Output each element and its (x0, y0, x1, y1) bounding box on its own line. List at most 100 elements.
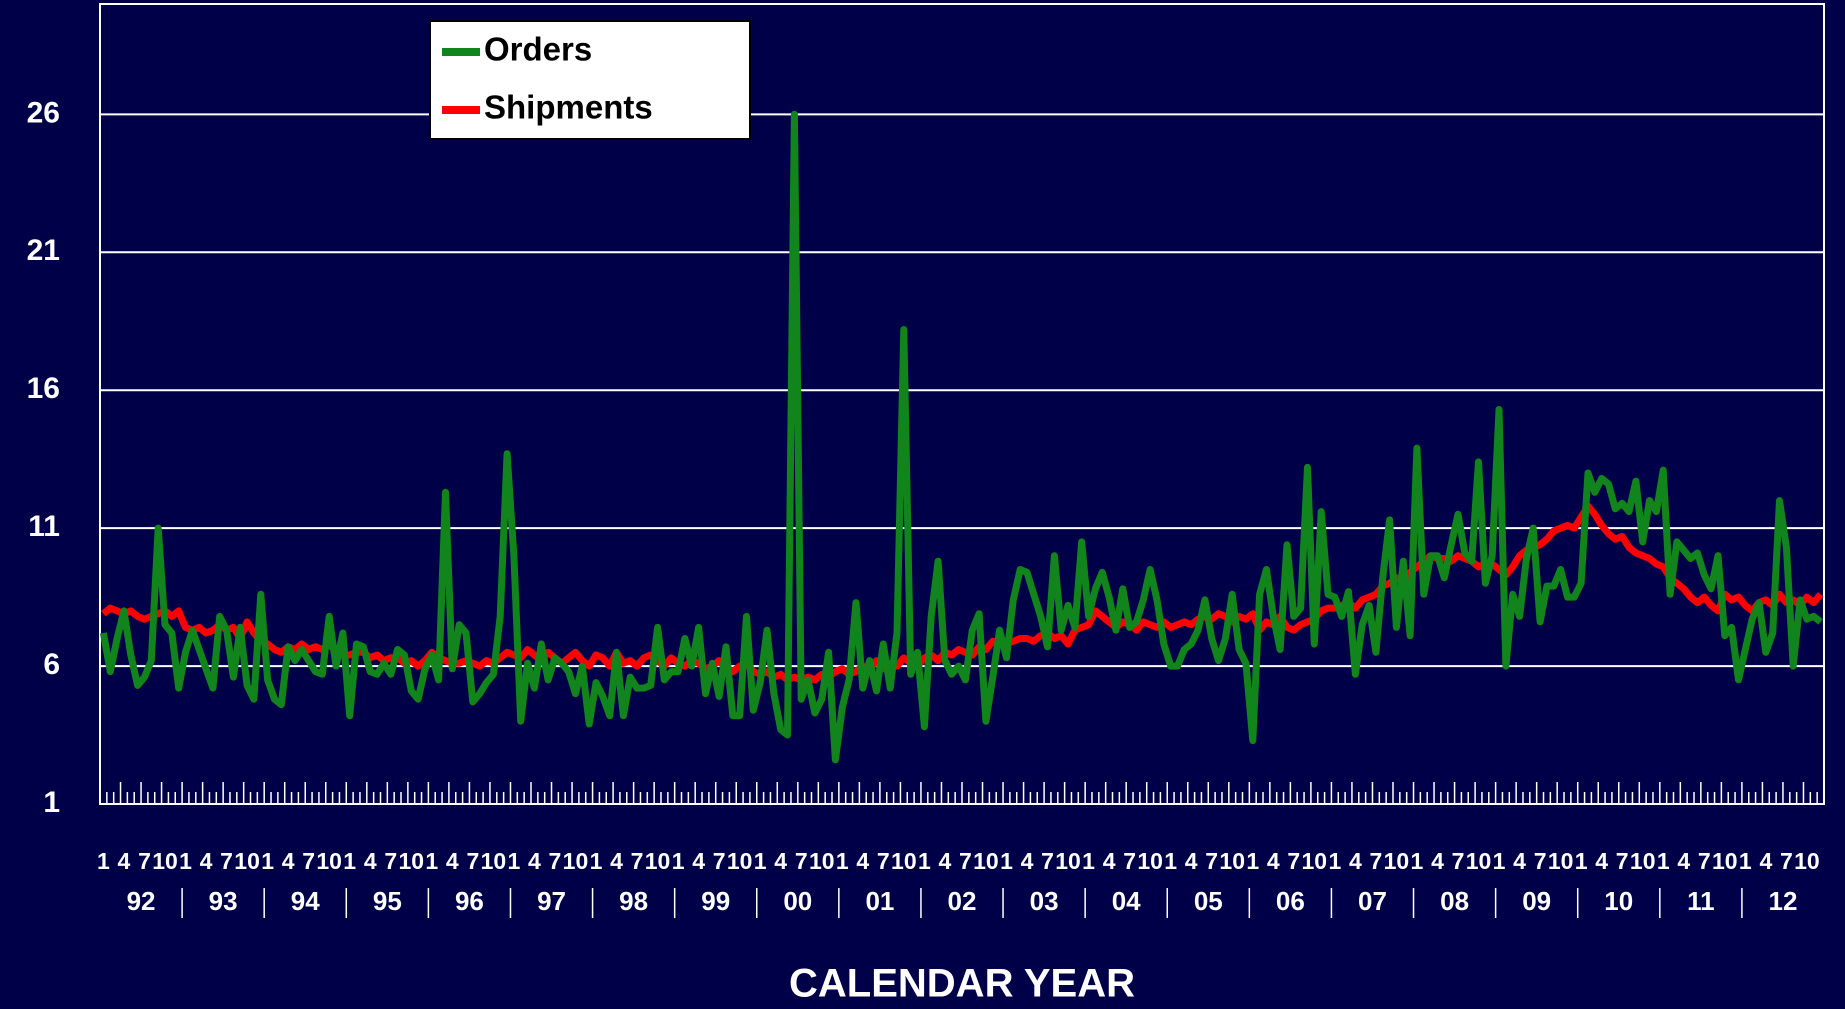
x-tick-label: 10 (1630, 848, 1656, 874)
x-tick-label: 1 (590, 848, 603, 874)
x-tick-label: 1 (918, 848, 931, 874)
x-tick-label: 4 (1021, 848, 1034, 874)
x-tick-label: 7 (713, 848, 726, 874)
year-label: 06 (1276, 886, 1305, 916)
x-tick-label: 4 (692, 848, 705, 874)
x-tick-label: 7 (1534, 848, 1547, 874)
x-tick-label: 1 (1000, 848, 1013, 874)
x-tick-label: 10 (1466, 848, 1492, 874)
x-tick-label: 4 (1103, 848, 1116, 874)
year-label: 99 (701, 886, 730, 916)
x-tick-label: 7 (959, 848, 972, 874)
x-tick-label: 7 (384, 848, 397, 874)
x-tick-label: 1 (1657, 848, 1670, 874)
x-tick-label: 4 (610, 848, 623, 874)
x-tick-label: 4 (282, 848, 295, 874)
x-tick-label: 10 (316, 848, 342, 874)
x-tick-label: 1 (1575, 848, 1588, 874)
year-label: 10 (1604, 886, 1633, 916)
x-tick-label: 7 (549, 848, 562, 874)
legend-label: Orders (484, 31, 592, 68)
x-tick-label: 10 (1302, 848, 1328, 874)
year-label: 04 (1112, 886, 1141, 916)
x-tick-label: 7 (1780, 848, 1793, 874)
x-tick-label: 4 (200, 848, 213, 874)
legend-label: Shipments (484, 89, 653, 126)
x-tick-label: 1 (425, 848, 438, 874)
x-tick-label: 1 (1328, 848, 1341, 874)
x-tick-label: 10 (563, 848, 589, 874)
year-label: 02 (948, 886, 977, 916)
x-tick-label: 10 (1137, 848, 1163, 874)
x-tick-label: 1 (672, 848, 685, 874)
x-tick-label: 1 (1164, 848, 1177, 874)
x-tick-label: 4 (446, 848, 459, 874)
x-tick-label: 10 (1384, 848, 1410, 874)
x-tick-label: 10 (398, 848, 424, 874)
x-tick-label: 7 (220, 848, 233, 874)
x-tick-label: 4 (118, 848, 131, 874)
year-label: 08 (1440, 886, 1469, 916)
plot-area (99, 3, 1825, 805)
legend-box (429, 20, 751, 140)
x-tick-label: 10 (1712, 848, 1738, 874)
x-tick-label: 4 (1759, 848, 1772, 874)
year-label: 00 (783, 886, 812, 916)
x-tick-label: 4 (1677, 848, 1690, 874)
year-label: 01 (865, 886, 894, 916)
y-tick-label: 16 (27, 372, 60, 405)
x-tick-label: 10 (1055, 848, 1081, 874)
x-tick-label: 10 (973, 848, 999, 874)
x-tick-label: 4 (1595, 848, 1608, 874)
year-label: 92 (127, 886, 156, 916)
x-tick-label: 4 (364, 848, 377, 874)
x-tick-label: 4 (938, 848, 951, 874)
x-tick-label: 1 (1082, 848, 1095, 874)
y-tick-label: 6 (43, 648, 60, 681)
x-tick-label: 10 (727, 848, 753, 874)
x-tick-label: 4 (1267, 848, 1280, 874)
y-tick-label: 1 (43, 786, 60, 819)
year-label: 09 (1522, 886, 1551, 916)
x-tick-label: 4 (856, 848, 869, 874)
year-label: 93 (209, 886, 238, 916)
x-tick-label: 1 (1493, 848, 1506, 874)
x-tick-label: 4 (1349, 848, 1362, 874)
x-tick-label: 1 (836, 848, 849, 874)
x-tick-label: 7 (1205, 848, 1218, 874)
x-tick-label: 10 (1548, 848, 1574, 874)
x-tick-label: 7 (1123, 848, 1136, 874)
year-label: 05 (1194, 886, 1223, 916)
x-tick-label: 7 (302, 848, 315, 874)
x-tick-label: 1 (1411, 848, 1424, 874)
x-tick-label: 7 (877, 848, 890, 874)
x-tick-label: 7 (1698, 848, 1711, 874)
year-label: 11 (1687, 886, 1715, 916)
x-tick-label: 4 (774, 848, 787, 874)
year-label: 12 (1768, 886, 1797, 916)
year-label: 07 (1358, 886, 1387, 916)
x-tick-label: 1 (343, 848, 356, 874)
x-tick-label: 1 (754, 848, 767, 874)
x-tick-label: 10 (1794, 848, 1820, 874)
x-tick-label: 4 (528, 848, 541, 874)
x-tick-label: 10 (152, 848, 178, 874)
year-label: 95 (373, 886, 402, 916)
x-tick-label: 10 (891, 848, 917, 874)
x-tick-label: 10 (809, 848, 835, 874)
legend: Orders Shipments (429, 20, 751, 140)
x-tick-label: 1 (1246, 848, 1259, 874)
x-tick-label: 4 (1513, 848, 1526, 874)
x-tick-label: 1 (97, 848, 110, 874)
y-tick-label: 21 (27, 234, 60, 267)
x-tick-label: 7 (466, 848, 479, 874)
y-tick-label: 11 (28, 510, 60, 543)
x-tick-label: 10 (234, 848, 260, 874)
x-tick-label: 1 (507, 848, 520, 874)
x-tick-label: 7 (1369, 848, 1382, 874)
x-axis-title: CALENDAR YEAR (789, 962, 1135, 1006)
x-tick-label: 7 (1616, 848, 1629, 874)
year-label: 98 (619, 886, 648, 916)
